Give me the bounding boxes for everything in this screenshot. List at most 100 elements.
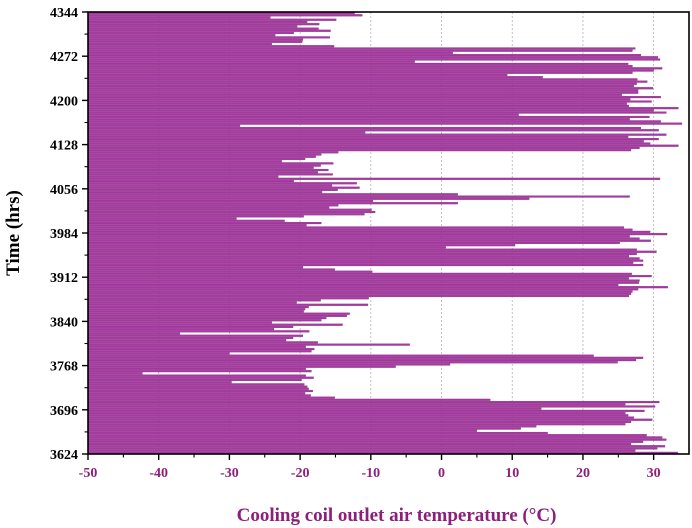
x-tick-label: 20 [576,466,590,481]
y-tick-label: 4200 [50,94,78,109]
bar [87,188,338,191]
bar [87,56,659,59]
bar [87,334,304,337]
gridlines [158,12,655,454]
bar [87,361,618,364]
bar [87,100,652,103]
bar [87,206,330,209]
y-tick-label: 4272 [50,50,78,65]
bar [87,405,656,408]
bar [87,257,640,260]
bar [87,372,143,375]
bar [87,20,308,23]
y-tick-label: 4128 [50,139,78,154]
bar [87,168,329,172]
x-tick-label: 30 [647,466,661,481]
bar [87,202,458,205]
bar [87,67,663,70]
bar [87,387,309,390]
bar [87,394,311,397]
bar [87,367,306,370]
bar [87,283,619,286]
y-tick-label: 3624 [50,448,78,463]
bar [87,244,516,247]
bar [87,27,319,30]
bar [87,389,313,393]
bars [87,12,683,454]
bar [87,195,630,198]
bar [87,104,630,107]
x-tick-label: -10 [361,466,380,481]
bar [87,385,308,388]
bar [87,381,232,384]
bar [87,308,306,311]
bar [87,38,304,41]
bar [87,144,679,147]
bar [87,323,343,326]
x-axis-title: Cooling coil outlet air temperature (°C) [237,505,557,526]
bar [87,177,661,180]
bar [87,102,627,105]
bar [87,89,639,92]
bar [87,111,667,114]
bar [87,354,594,357]
bar [87,281,639,284]
bar [87,78,638,81]
bar [87,76,543,79]
bar [87,113,519,116]
bar [87,210,376,214]
bar [87,431,548,435]
bar [87,359,637,362]
bar [87,305,309,309]
bar [87,182,357,185]
bar [87,370,312,373]
bar [87,303,369,306]
bar [87,396,335,399]
bar [87,54,642,57]
bar [87,374,306,377]
bar [87,133,667,136]
bar [87,42,272,46]
y-axis-title: Time (hrs) [3,190,24,276]
bar [87,230,651,233]
bar [87,409,645,412]
y-tick-label: 3840 [50,315,78,330]
bar [87,18,337,21]
bar [87,217,237,220]
bar [87,164,321,167]
bar [87,420,632,424]
bar [87,239,651,242]
bar [87,414,629,417]
bar [87,301,297,304]
bar [87,224,307,227]
y-tick-label: 3912 [50,271,78,286]
bar [87,356,644,359]
bar [87,166,314,169]
bar [87,138,659,141]
bar [87,14,363,17]
bar [87,45,335,48]
bar [87,449,636,452]
bar [87,246,446,249]
bar [87,49,633,52]
bar [87,115,650,119]
bar [87,25,298,28]
bar [87,120,661,123]
bar [87,215,304,218]
bar [87,266,304,269]
bar [87,82,637,85]
bar [87,193,458,196]
bar [87,219,285,222]
bar [87,23,320,26]
bar [87,339,287,342]
bar [87,314,347,317]
bar [87,407,542,410]
bar [87,155,316,158]
bar [87,40,303,43]
bar [87,330,310,333]
bar [87,118,630,121]
bar [87,259,644,262]
bar [87,270,373,273]
bar [87,343,410,346]
